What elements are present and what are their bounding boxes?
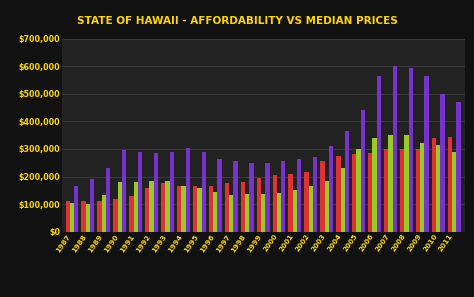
Bar bbox=[197, 187, 201, 232]
Bar bbox=[361, 110, 365, 232]
Bar bbox=[241, 182, 245, 232]
Bar bbox=[129, 196, 134, 232]
Bar bbox=[340, 168, 345, 232]
Bar bbox=[373, 138, 377, 232]
Bar bbox=[309, 186, 313, 232]
Bar bbox=[273, 175, 277, 232]
Bar bbox=[101, 195, 106, 232]
Bar bbox=[193, 186, 197, 232]
Bar bbox=[281, 160, 285, 232]
Bar bbox=[404, 135, 409, 232]
Bar bbox=[122, 150, 126, 232]
Bar bbox=[90, 179, 94, 232]
Bar bbox=[297, 159, 301, 232]
Bar bbox=[70, 203, 74, 232]
Bar bbox=[368, 153, 373, 232]
Bar bbox=[356, 149, 361, 232]
Bar bbox=[352, 154, 356, 232]
Bar bbox=[145, 187, 149, 232]
Bar bbox=[277, 193, 281, 232]
Bar bbox=[138, 152, 142, 232]
Bar bbox=[86, 204, 90, 232]
Bar bbox=[261, 195, 265, 232]
Bar bbox=[177, 186, 181, 232]
Bar bbox=[225, 184, 229, 232]
Bar bbox=[161, 184, 165, 232]
Bar bbox=[245, 195, 249, 232]
Bar bbox=[229, 195, 233, 232]
Bar bbox=[456, 102, 461, 232]
Bar bbox=[304, 172, 309, 232]
Bar bbox=[65, 201, 70, 232]
Bar bbox=[218, 159, 222, 232]
Bar bbox=[425, 76, 429, 232]
Bar bbox=[149, 181, 154, 232]
Bar bbox=[170, 152, 174, 232]
Bar bbox=[329, 146, 333, 232]
Bar bbox=[233, 161, 237, 232]
Bar bbox=[416, 149, 420, 232]
Bar bbox=[388, 135, 392, 232]
Bar bbox=[452, 152, 456, 232]
Bar bbox=[118, 182, 122, 232]
Bar bbox=[436, 145, 440, 232]
Bar bbox=[377, 76, 381, 232]
Bar bbox=[265, 163, 270, 232]
Bar bbox=[392, 66, 397, 232]
Bar bbox=[134, 182, 138, 232]
Bar bbox=[82, 201, 86, 232]
Bar bbox=[289, 174, 293, 232]
Bar bbox=[440, 94, 445, 232]
Bar bbox=[186, 148, 190, 232]
Bar bbox=[181, 186, 186, 232]
Bar bbox=[432, 138, 436, 232]
Bar bbox=[201, 152, 206, 232]
Bar bbox=[249, 163, 254, 232]
Bar bbox=[313, 157, 317, 232]
Bar bbox=[409, 68, 413, 232]
Bar bbox=[293, 190, 297, 232]
Bar bbox=[400, 149, 404, 232]
Bar bbox=[384, 149, 388, 232]
Bar bbox=[106, 168, 110, 232]
Bar bbox=[345, 131, 349, 232]
Bar bbox=[165, 181, 170, 232]
Bar bbox=[154, 153, 158, 232]
Bar bbox=[209, 186, 213, 232]
Bar bbox=[336, 156, 340, 232]
Text: STATE OF HAWAII - AFFORDABILITY VS MEDIAN PRICES: STATE OF HAWAII - AFFORDABILITY VS MEDIA… bbox=[77, 16, 397, 26]
Bar bbox=[97, 201, 101, 232]
Bar bbox=[256, 178, 261, 232]
Bar bbox=[448, 137, 452, 232]
Bar bbox=[113, 199, 118, 232]
Bar bbox=[320, 161, 325, 232]
Bar bbox=[325, 181, 329, 232]
Bar bbox=[74, 186, 78, 232]
Bar bbox=[213, 192, 218, 232]
Bar bbox=[420, 143, 425, 232]
